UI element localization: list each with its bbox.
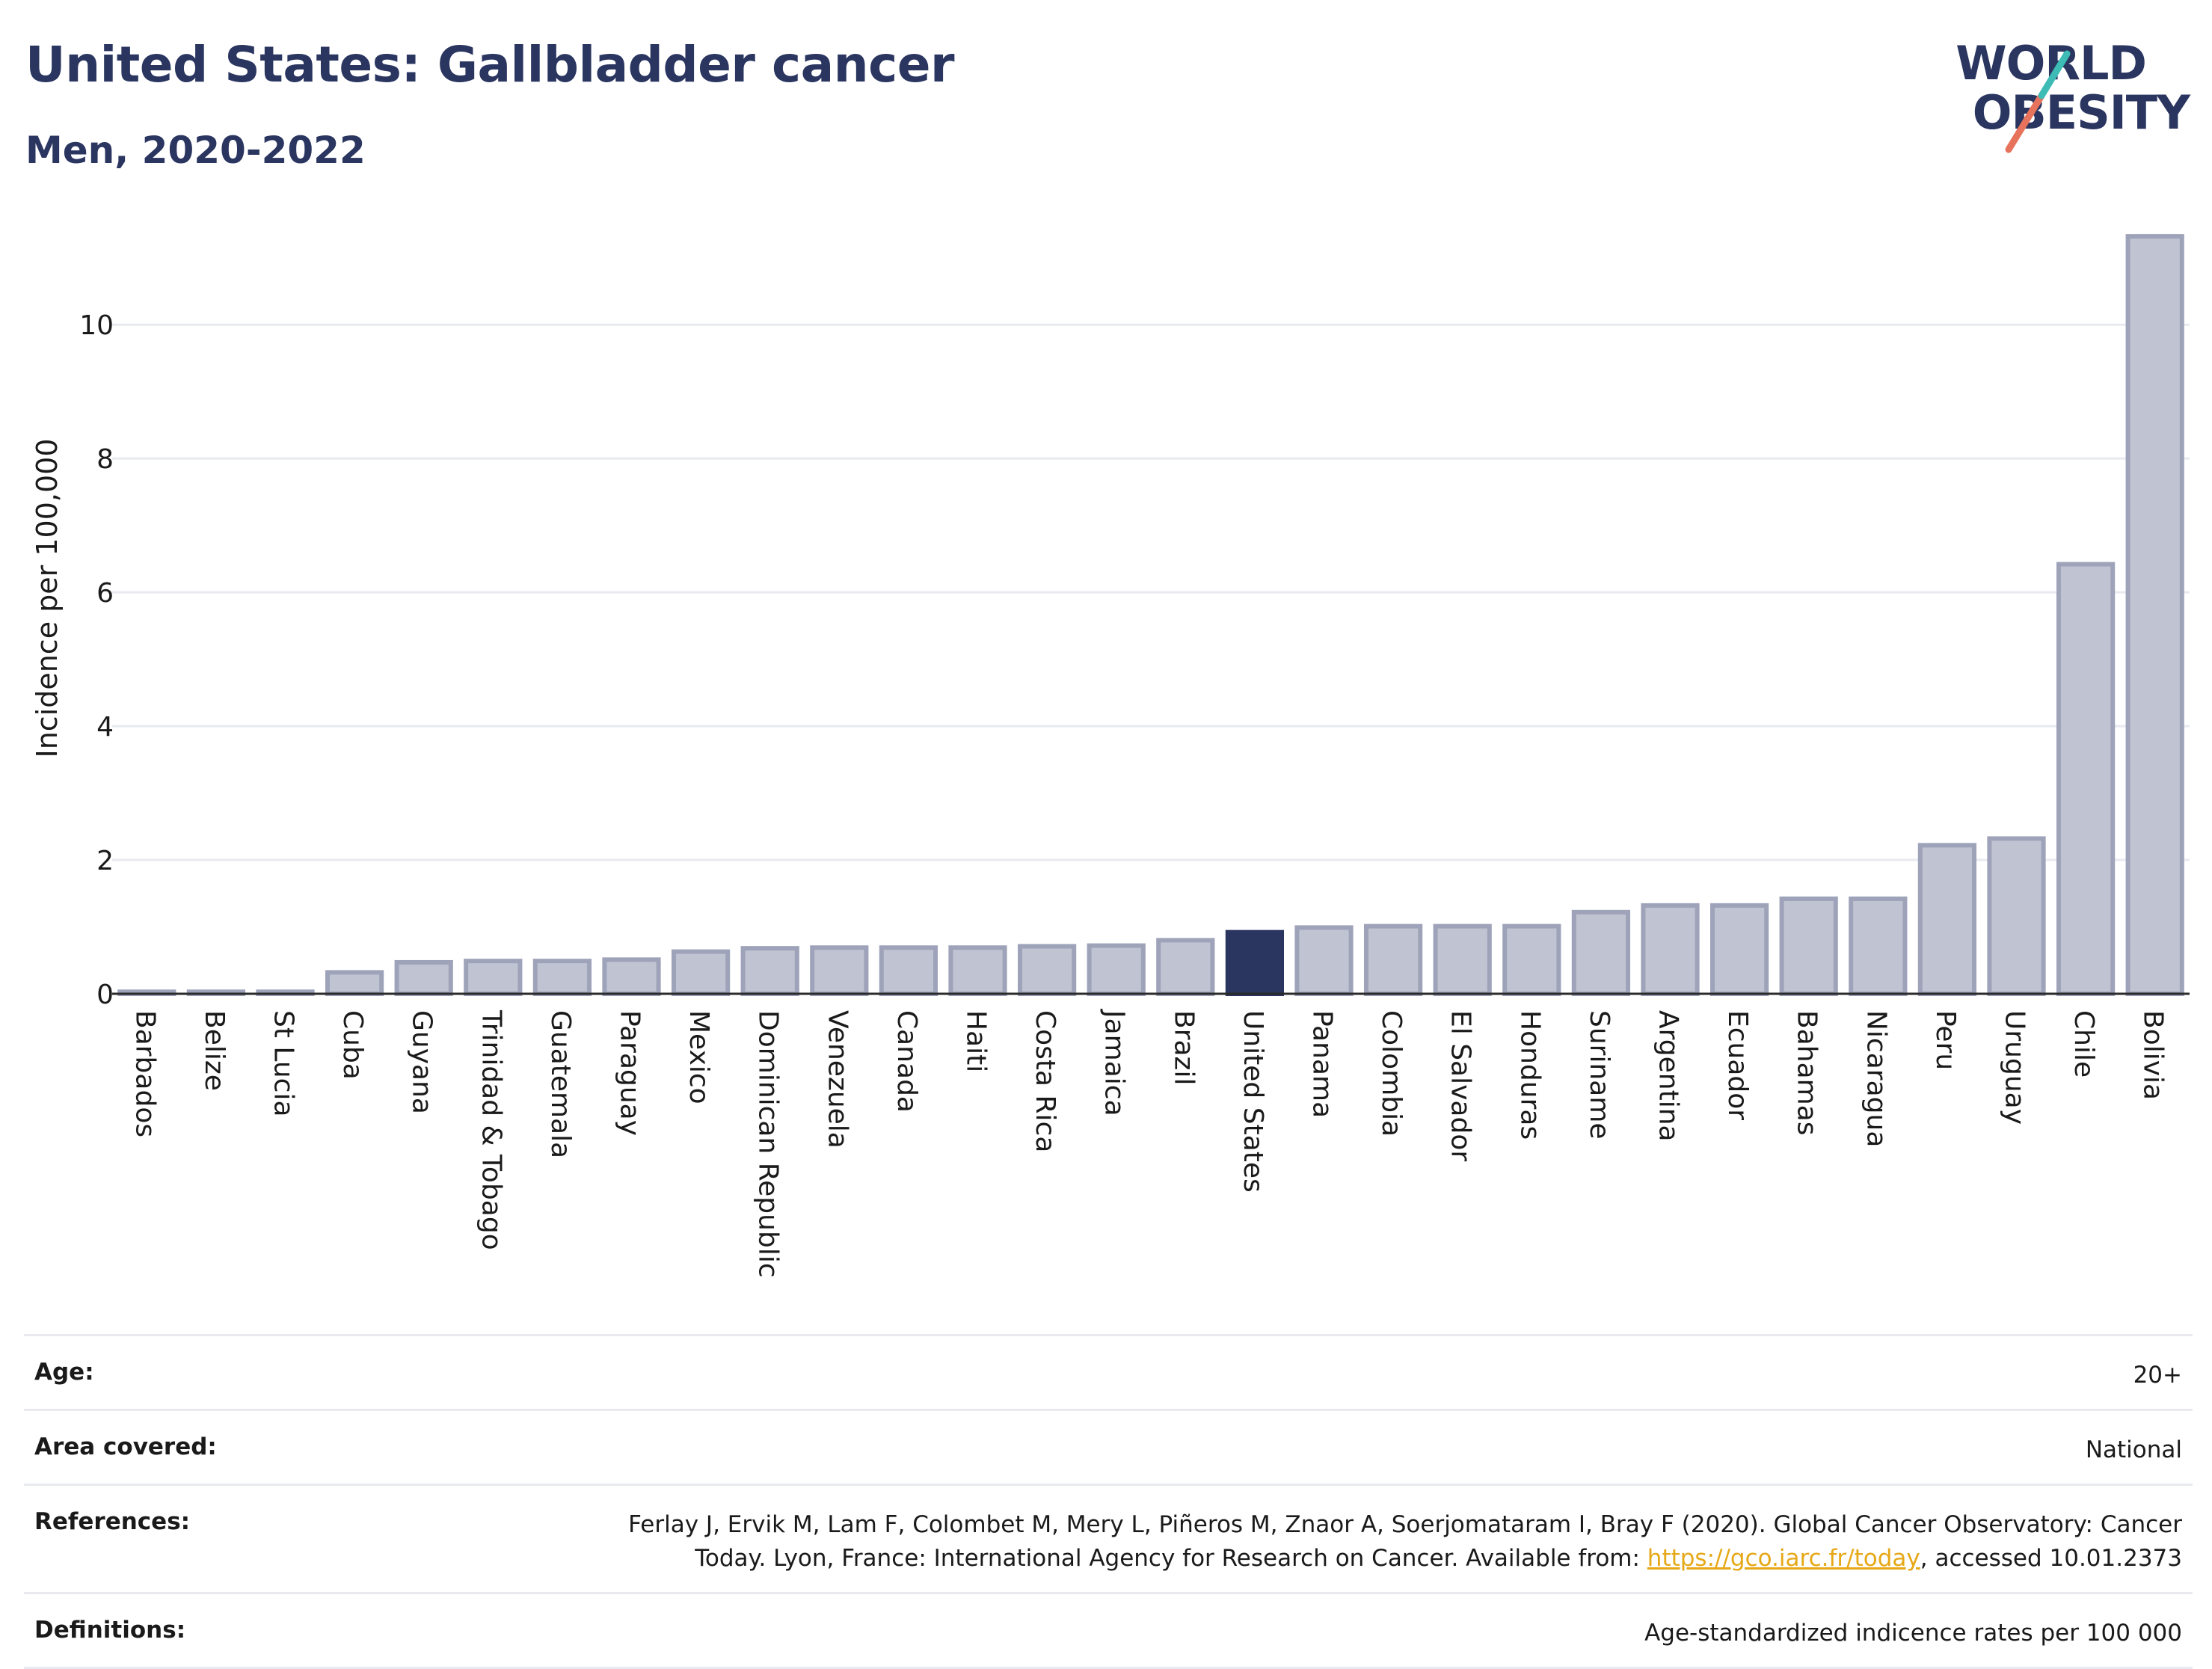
x-tick-label: Haiti [961, 1010, 992, 1072]
bar-honduras [1502, 923, 1561, 996]
page-title: United States: Gallbladder cancer [25, 36, 955, 93]
x-tick-label: Argentina [1653, 1010, 1684, 1142]
x-tick-label: Costa Rica [1030, 1010, 1060, 1152]
bar-argentina [1641, 903, 1700, 996]
x-tick-label: Dominican Republic [753, 1010, 784, 1278]
meta-value-references: Ferlay J, Ervik M, Lam F, Colombet M, Me… [558, 1502, 2182, 1576]
bar-el-salvador [1433, 923, 1492, 996]
bar-ecuador [1709, 903, 1769, 996]
meta-value-area: National [2085, 1436, 2182, 1463]
y-tick-label: 10 [79, 310, 114, 341]
x-tick-label: El Salvador [1446, 1010, 1476, 1161]
meta-row-definitions: Definitions: Age-standardized indicence … [24, 1591, 2193, 1669]
meta-row-area: Area covered: National [24, 1408, 2193, 1484]
x-tick-label: Guyana [407, 1010, 437, 1114]
y-axis-ticks: 0 2 4 6 8 10 [79, 310, 114, 1010]
page-subtitle: Men, 2020-2022 [25, 129, 366, 172]
meta-value-age: 20+ [2133, 1362, 2182, 1389]
x-tick-label: Jamaica [1099, 1009, 1130, 1116]
bar-peru [1917, 843, 1977, 997]
x-tick-label: Bolivia [2138, 1010, 2169, 1100]
meta-key-age: Age: [34, 1359, 94, 1386]
grid-lines [112, 323, 2190, 861]
meta-key-area: Area covered: [34, 1433, 217, 1460]
metadata-table: Age: 20+ Area covered: National Referenc… [24, 1334, 2193, 1669]
x-tick-label: Trinidad & Tobago [476, 1009, 506, 1250]
bar-jamaica [1087, 943, 1146, 997]
bar-chart: 0 2 4 6 8 10 Incidence per 100,000 Barbados Be… [31, 234, 2190, 1278]
x-tick-label: Bahamas [1792, 1010, 1822, 1136]
y-tick-label: 2 [96, 846, 114, 876]
x-tick-label: Paraguay [615, 1010, 645, 1136]
x-tick-label: Belize [199, 1010, 230, 1091]
x-tick-label: Suriname [1584, 1010, 1615, 1140]
x-tick-label: Honduras [1514, 1010, 1545, 1140]
y-tick-label: 8 [96, 444, 114, 475]
x-tick-label: United States [1238, 1010, 1268, 1193]
bar-canada [879, 945, 938, 997]
bar-mexico [671, 949, 731, 996]
x-tick-label: Guatemala [545, 1010, 576, 1158]
y-axis-label: Incidence per 100,000 [31, 438, 64, 757]
reference-link[interactable]: https://gco.iarc.fr/today [1647, 1544, 1920, 1572]
meta-row-age: Age: 20+ [24, 1334, 2193, 1409]
bar-panama [1294, 925, 1354, 996]
bar-guyana [394, 959, 453, 996]
reference-text: Ferlay J, Ervik M, Lam F, Colombet M, Me… [628, 1510, 2182, 1572]
bar-dominican-republic [740, 946, 799, 997]
bar-cuba [325, 970, 384, 996]
meta-key-definitions: Definitions: [34, 1616, 186, 1644]
logo-slash-icon [2005, 50, 2071, 153]
x-tick-label: Brazil [1168, 1010, 1199, 1085]
x-tick-label: St Lucia [268, 1010, 299, 1117]
y-tick-label: 0 [96, 980, 114, 1010]
world-obesity-logo: WORLD OBESITY [1920, 30, 2190, 165]
x-tick-label: Venezuela [822, 1010, 852, 1149]
x-tick-label: Nicaragua [1861, 1010, 1891, 1147]
bar-uruguay [1987, 836, 2046, 996]
bar-united-states [1225, 929, 1285, 997]
reference-accessed: , accessed 10.01.2373 [1920, 1544, 2182, 1572]
x-tick-label: Cuba [337, 1010, 368, 1080]
x-tick-label: Mexico [683, 1010, 714, 1104]
y-tick-label: 6 [96, 578, 114, 609]
x-axis-category-labels: Barbados Belize St Lucia Cuba Guyana Trinidad… [129, 1009, 2168, 1278]
bar-haiti [948, 945, 1007, 997]
x-tick-label: Ecuador [1722, 1010, 1753, 1120]
bar-bahamas [1779, 896, 1838, 997]
meta-row-references: References: Ferlay J, Ervik M, Lam F, Co… [24, 1483, 2193, 1592]
bar-chile [2056, 562, 2116, 996]
meta-value-definitions: Age-standardized indicence rates per 100… [1644, 1619, 2182, 1647]
bar-venezuela [810, 945, 869, 997]
bar-guatemala [532, 959, 592, 996]
x-tick-label: Canada [891, 1010, 922, 1113]
bar-bolivia [2125, 234, 2184, 996]
bar-colombia [1363, 923, 1423, 996]
logo-line-2: OBESITY [1972, 85, 2190, 140]
x-tick-label: Chile [2068, 1010, 2099, 1078]
bar-costa-rica [1017, 944, 1077, 997]
bar-nicaragua [1849, 896, 1908, 997]
x-tick-label: Uruguay [2000, 1010, 2030, 1125]
meta-key-references: References: [34, 1507, 191, 1535]
x-tick-label: Peru [1930, 1010, 1961, 1070]
bar-brazil [1156, 938, 1215, 996]
x-tick-label: Panama [1307, 1010, 1338, 1118]
bar-suriname [1571, 909, 1631, 997]
bar-trinidad-tobago [464, 959, 523, 996]
bars [117, 234, 2184, 997]
x-tick-label: Colombia [1376, 1010, 1407, 1137]
y-tick-label: 4 [96, 712, 114, 743]
x-tick-label: Barbados [129, 1010, 160, 1137]
bar-paraguay [602, 957, 661, 996]
